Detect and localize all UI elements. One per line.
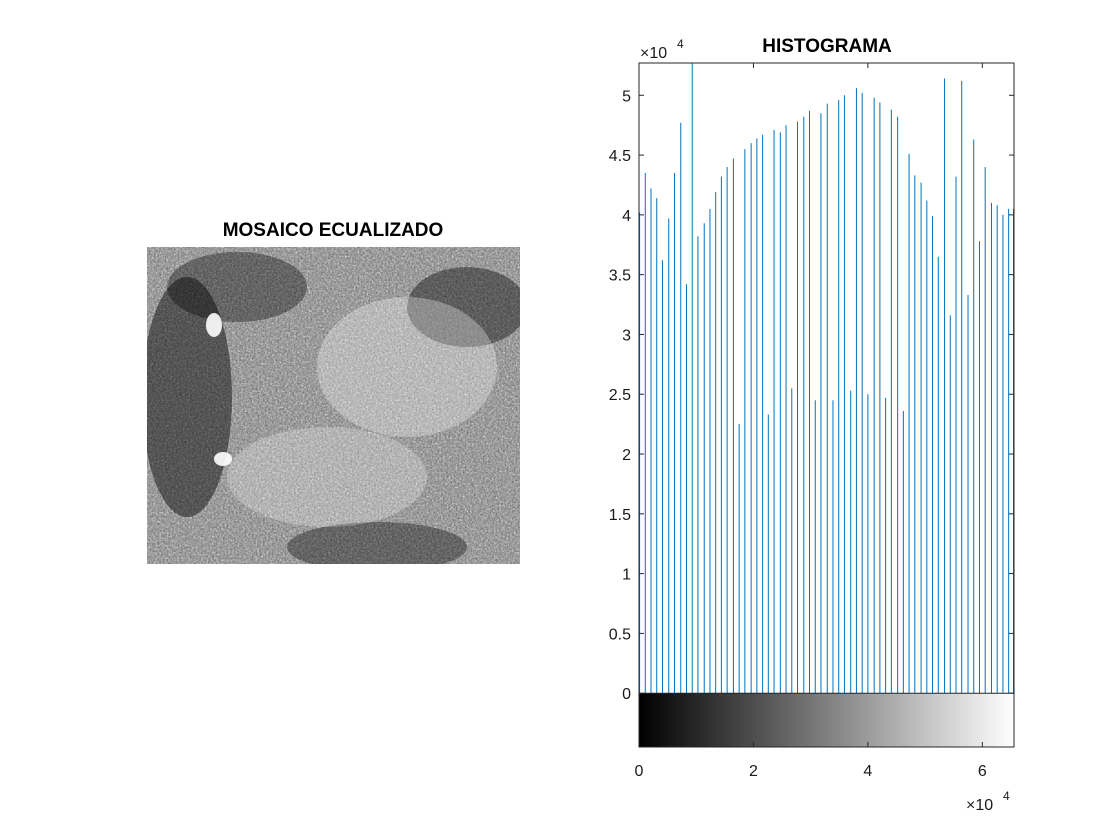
axes-frame (638, 62, 1015, 748)
y-tick-label: 0 (622, 686, 631, 703)
y-tick-label: 4.5 (609, 148, 631, 165)
y-tick-label: 4 (622, 208, 631, 225)
x-exponent-label: ×10 (966, 797, 993, 814)
y-tick-label: 1.5 (609, 507, 631, 524)
mosaic-texture (147, 247, 520, 564)
y-exponent-power: 4 (677, 37, 684, 51)
grayscale-colorbar (639, 693, 1014, 747)
bright-region (206, 313, 222, 337)
x-tick-label: 4 (863, 763, 872, 780)
dark-region (287, 522, 467, 564)
x-tick-label: 6 (978, 763, 987, 780)
dark-region (407, 267, 520, 347)
histogram-ticks: 0 0.5 1 1.5 2 2.5 3 3.5 4 4.5 5 0 2 4 6 (609, 63, 1014, 780)
x-tick-label: 0 (635, 763, 644, 780)
bright-region (227, 427, 427, 527)
y-tick-label: 5 (622, 88, 631, 105)
histogram-title: HISTOGRAMA (762, 36, 892, 57)
y-exponent-label: ×10 (640, 45, 667, 62)
equalized-mosaic-image (147, 247, 520, 564)
y-tick-label: 3 (622, 327, 631, 344)
y-tick-label: 1 (622, 567, 631, 584)
bright-region (214, 452, 232, 466)
y-tick-label: 2 (622, 447, 631, 464)
x-tick-label: 2 (749, 763, 758, 780)
bright-region (317, 297, 497, 437)
mosaic-raster (147, 247, 520, 564)
histogram-bars (639, 63, 1014, 694)
y-tick-label: 0.5 (609, 626, 631, 643)
y-tick-label: 3.5 (609, 268, 631, 285)
histogram-axes (638, 62, 1015, 748)
x-exponent-power: 4 (1003, 789, 1010, 803)
dark-region (167, 252, 307, 322)
dark-region (147, 277, 232, 517)
image-title: MOSAICO ECUALIZADO (222, 220, 444, 241)
y-tick-label: 2.5 (609, 387, 631, 404)
